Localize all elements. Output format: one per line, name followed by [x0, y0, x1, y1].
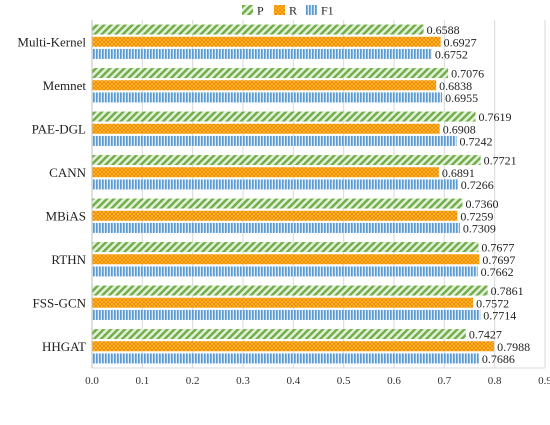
bar-f1 — [92, 179, 458, 190]
legend: P R F1 — [242, 4, 334, 18]
data-label: 0.7619 — [478, 110, 511, 124]
bar-f1 — [92, 135, 457, 146]
data-label: 0.6927 — [444, 35, 477, 49]
bar-f1 — [92, 309, 481, 320]
x-tick-label: 0.4 — [286, 375, 300, 387]
bar-r — [92, 297, 474, 308]
data-label: 0.7861 — [491, 284, 524, 298]
legend-label: P — [257, 4, 264, 18]
bars — [92, 24, 495, 364]
axes: 0.0 0.1 0.2 0.3 0.4 0.5 0.6 0.7 0.8 0.9 Multi-Kern… — [17, 20, 550, 387]
bar-r — [92, 123, 440, 134]
y-category-label: FSS-GCN — [33, 295, 87, 310]
bar-p — [92, 198, 463, 209]
x-tick-label: 0.1 — [135, 375, 149, 387]
bar-r — [92, 80, 437, 91]
bar-p — [92, 285, 488, 296]
legend-label: F1 — [321, 4, 334, 18]
x-tick-label: 0.0 — [85, 375, 99, 387]
data-label: 0.6891 — [442, 166, 475, 180]
legend-swatch-r — [274, 5, 285, 15]
data-label: 0.6838 — [439, 79, 472, 93]
legend-swatch-p — [242, 5, 253, 15]
data-label: 0.7242 — [460, 134, 493, 148]
bar-f1 — [92, 92, 443, 103]
bar-f1 — [92, 222, 460, 233]
x-tick-label: 0.2 — [186, 375, 200, 387]
bar-p — [92, 24, 424, 35]
data-label: 0.6588 — [427, 23, 460, 37]
data-label: 0.7076 — [451, 67, 484, 81]
data-label: 0.7988 — [497, 340, 530, 354]
data-labels: 0.65880.69270.67520.70760.68380.69550.76… — [427, 23, 530, 366]
bar-f1 — [92, 48, 432, 59]
bar-r — [92, 167, 439, 178]
x-tick-label: 0.7 — [437, 375, 451, 387]
data-label: 0.7714 — [483, 308, 516, 322]
y-category-label: HHGAT — [42, 339, 86, 354]
y-category-label: MBiAS — [46, 208, 86, 223]
data-label: 0.7266 — [461, 178, 494, 192]
y-category-label: PAE-DGL — [32, 121, 86, 136]
bar-f1 — [92, 266, 478, 277]
bar-r — [92, 254, 480, 265]
legend-swatch-f1 — [306, 5, 317, 15]
data-label: 0.7721 — [484, 154, 517, 168]
x-tick-label: 0.8 — [488, 375, 502, 387]
bar-p — [92, 68, 449, 79]
x-tick-label: 0.3 — [236, 375, 250, 387]
data-label: 0.6752 — [435, 47, 468, 61]
x-tick-label: 0.5 — [337, 375, 351, 387]
y-category-label: CANN — [49, 165, 86, 180]
bar-p — [92, 329, 466, 340]
x-tick-label: 0.6 — [387, 375, 401, 387]
bar-r — [92, 341, 495, 352]
y-category-label: Memnet — [43, 78, 87, 93]
data-label: 0.7309 — [463, 221, 496, 235]
bar-r — [92, 210, 458, 221]
bar-p — [92, 155, 481, 166]
bar-f1 — [92, 353, 479, 364]
x-tick-label: 0.9 — [538, 375, 550, 387]
bar-p — [92, 111, 476, 122]
data-label: 0.7686 — [482, 352, 515, 366]
bar-r — [92, 36, 441, 47]
data-label: 0.7259 — [460, 209, 493, 223]
data-label: 0.7427 — [469, 328, 502, 342]
data-label: 0.7662 — [481, 265, 514, 279]
data-label: 0.7697 — [482, 253, 515, 267]
data-label: 0.7360 — [465, 197, 498, 211]
data-label: 0.6955 — [445, 91, 478, 105]
y-category-label: RTHN — [51, 252, 86, 267]
y-category-label: Multi-Kernel — [17, 34, 86, 49]
data-label: 0.6908 — [443, 122, 476, 136]
bar-p — [92, 242, 479, 253]
data-label: 0.7677 — [481, 241, 514, 255]
data-label: 0.7572 — [476, 296, 509, 310]
legend-label: R — [289, 4, 297, 18]
